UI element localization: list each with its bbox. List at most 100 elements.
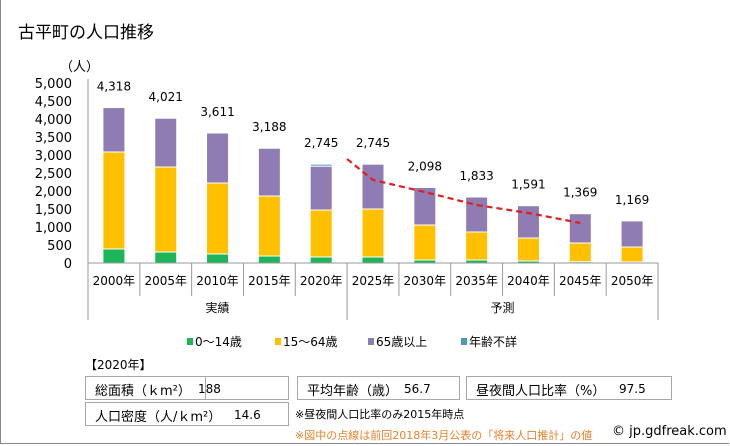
bar-segment bbox=[413, 224, 437, 261]
y-tick-label: 4,500 bbox=[35, 95, 72, 110]
bar-segment bbox=[568, 242, 592, 263]
y-axis-unit-label: （人） bbox=[60, 60, 100, 75]
bar-stack bbox=[154, 117, 178, 264]
stat-density-value: 14.6 bbox=[234, 408, 261, 422]
bar-segment bbox=[154, 251, 178, 264]
legend-swatch-purple bbox=[368, 338, 374, 345]
stat-density: 人口密度（人/ｋm²） 14.6 bbox=[85, 402, 289, 426]
bar-total-label: 4,318 bbox=[97, 80, 131, 94]
bar-segment bbox=[620, 246, 644, 263]
bar-stack bbox=[516, 205, 540, 264]
bar-total-label: 1,369 bbox=[563, 186, 597, 200]
bar-stack bbox=[620, 220, 644, 264]
x-tick-label: 2005年 bbox=[144, 274, 187, 288]
legend-item-age-15-64: 15〜64歳 bbox=[275, 333, 338, 350]
bar-total-label: 1,591 bbox=[511, 178, 545, 192]
stat-avg-age-label: 平均年齢（歳） bbox=[307, 384, 399, 399]
bar-segment bbox=[309, 256, 333, 264]
x-tick-label: 2050年 bbox=[611, 274, 654, 288]
note-dashed-line: ※図中の点線は前回2018年3月公表の「将来人口推計」の値 bbox=[295, 429, 593, 442]
chart-title: 古平町の人口推移 bbox=[18, 23, 154, 43]
y-tick-label: 500 bbox=[47, 239, 72, 254]
legend-label: 65歳以上 bbox=[376, 335, 428, 349]
legend-item-age-65-plus: 65歳以上 bbox=[368, 333, 427, 350]
bar-segment bbox=[102, 248, 126, 264]
stat-day-night-label: 昼夜間人口比率（%） bbox=[476, 384, 606, 399]
bar-segment bbox=[102, 151, 126, 250]
legend-swatch-teal bbox=[461, 338, 467, 345]
bar-segment bbox=[257, 147, 281, 197]
bar-segment bbox=[413, 186, 437, 226]
y-tick-label: 3,500 bbox=[35, 131, 72, 146]
bar-segment bbox=[206, 182, 230, 255]
x-group-label: 予測 bbox=[491, 301, 515, 315]
y-tick-label: 1,500 bbox=[35, 203, 72, 218]
bar-segment bbox=[309, 165, 333, 211]
x-tick-label: 2010年 bbox=[196, 274, 239, 288]
y-tick-label: 2,500 bbox=[35, 167, 72, 182]
bar-segment bbox=[206, 253, 230, 264]
bar-stack bbox=[257, 147, 281, 264]
bar-stack bbox=[102, 107, 126, 264]
bar-total-label: 1,833 bbox=[459, 169, 493, 183]
y-tick-label: 4,000 bbox=[35, 113, 72, 128]
legend-label: 年齢不詳 bbox=[469, 335, 518, 349]
stat-area-label: 総面積（ｋm²） bbox=[95, 384, 191, 399]
x-tick-label: 2030年 bbox=[404, 274, 447, 288]
bar-stack bbox=[309, 163, 333, 264]
bar-total-label: 1,169 bbox=[615, 193, 649, 207]
bar-segment bbox=[206, 132, 230, 184]
population-chart: 0 500 1,000 1,500 2,000 2,500 3,000 3,500 4,000 4… bbox=[35, 77, 659, 320]
bar-total-label: 2,745 bbox=[356, 136, 390, 150]
bar-stack bbox=[413, 186, 437, 264]
x-group-label: 実績 bbox=[206, 300, 230, 315]
copyright: © jp.gdfreak.com bbox=[612, 424, 727, 439]
x-tick-label: 2035年 bbox=[455, 274, 498, 288]
stat-day-night-ratio: 昼夜間人口比率（%） 97.5 bbox=[466, 376, 672, 400]
stat-area: 総面積（ｋm²） 188 bbox=[85, 376, 289, 400]
x-tick-label: 2025年 bbox=[352, 274, 395, 288]
bar-segment bbox=[516, 237, 540, 262]
bar-segment bbox=[361, 163, 385, 210]
legend-item-age-0-14: 0〜14歳 bbox=[187, 333, 242, 350]
bar-segment bbox=[257, 195, 281, 257]
bar-total-label: 4,021 bbox=[149, 90, 183, 104]
legend-label: 15〜64歳 bbox=[283, 335, 338, 349]
stat-avg-age-value: 56.7 bbox=[404, 382, 431, 396]
bar-segment bbox=[309, 163, 333, 167]
stat-area-value: 188 bbox=[198, 382, 221, 396]
bar-segment bbox=[154, 166, 178, 253]
bar-total-label: 3,188 bbox=[252, 120, 286, 134]
x-tick-label: 2000年 bbox=[93, 274, 136, 288]
bar-stack bbox=[206, 132, 230, 264]
y-tick-label: 5,000 bbox=[35, 77, 72, 92]
stat-day-night-value: 97.5 bbox=[619, 382, 646, 396]
bar-stack bbox=[465, 196, 489, 264]
bar-segment bbox=[568, 213, 592, 244]
y-tick-label: 2,000 bbox=[35, 185, 72, 200]
x-tick-label: 2015年 bbox=[248, 274, 291, 288]
bar-total-label: 2,098 bbox=[408, 159, 442, 173]
bar-segment bbox=[309, 209, 333, 258]
y-tick-label: 1,000 bbox=[35, 221, 72, 236]
stat-avg-age: 平均年齢（歳） 56.7 bbox=[297, 376, 460, 400]
bar-segment bbox=[361, 256, 385, 264]
bar-total-label: 2,745 bbox=[304, 136, 338, 150]
legend-item-age-unknown: 年齢不詳 bbox=[461, 333, 517, 350]
bar-segment bbox=[154, 117, 178, 168]
x-tick-label: 2020年 bbox=[300, 274, 343, 288]
bar-segment bbox=[516, 205, 540, 239]
legend-swatch-yellow bbox=[275, 338, 281, 345]
y-tick-label: 0 bbox=[64, 257, 72, 272]
note-day-night-year: ※昼夜間人口比率のみ2015年時点 bbox=[295, 408, 465, 421]
bar-segment bbox=[257, 255, 281, 264]
bar-stack bbox=[361, 163, 385, 264]
x-tick-label: 2040年 bbox=[507, 274, 550, 288]
bar-segment bbox=[361, 208, 385, 258]
legend-label: 0〜14歳 bbox=[195, 335, 242, 349]
x-tick-label: 2045年 bbox=[559, 274, 602, 288]
y-tick-label: 3,000 bbox=[35, 149, 72, 164]
bar-stack bbox=[568, 213, 592, 264]
stat-density-label: 人口密度（人/ｋm²） bbox=[95, 410, 222, 425]
